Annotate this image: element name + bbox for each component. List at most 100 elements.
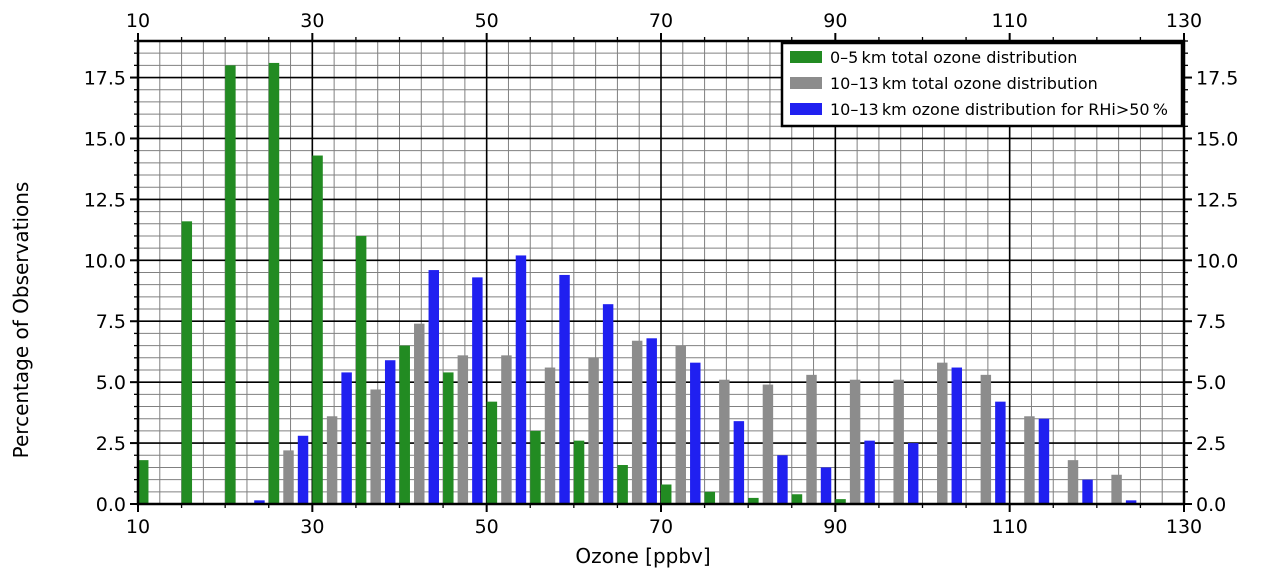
legend-swatch-2 [790,77,822,89]
bar-series-2 [1067,460,1079,504]
bar-series-2 [1111,474,1122,504]
bar-series-3 [733,421,745,504]
x-tick-label-top: 90 [823,10,847,32]
bar-series-3 [515,255,527,504]
legend-swatch-1 [790,51,822,63]
legend-label-3: 10–13 km ozone distribution for RHi>50 % [830,100,1168,119]
bar-series-2 [588,357,599,504]
bar-series-2 [457,355,469,504]
bar-series-3 [1082,479,1093,504]
bar-series-2 [631,340,643,504]
x-tick-label-top: 110 [992,10,1028,32]
bar-series-2 [893,379,904,504]
legend-label-2: 10–13 km total ozone distribution [830,74,1098,93]
bar-series-1 [835,499,846,504]
bar-series-2 [414,323,425,504]
bar-series-3 [646,338,657,504]
y-tick-label-left: 2.5 [96,433,126,455]
bar-series-1 [312,155,323,504]
bar-series-2 [849,379,861,504]
bar-series-1 [617,465,628,504]
bar-series-3 [864,440,875,504]
bar-series-3 [254,500,265,504]
bar-series-1 [573,440,585,504]
x-tick-label-top: 70 [649,10,673,32]
bar-series-2 [719,379,730,504]
bar-series-2 [937,362,948,504]
bar-series-2 [370,389,381,504]
x-tick-label-bottom: 10 [126,516,150,538]
x-tick-label-top: 130 [1166,10,1202,32]
bar-series-1 [268,62,280,504]
y-tick-label-right: 10.0 [1196,250,1238,272]
bar-series-2 [1024,416,1035,504]
y-tick-label-left: 0.0 [96,494,126,516]
bar-series-3 [820,467,832,504]
bar-series-1 [791,494,803,504]
y-tick-label-right: 0.0 [1196,494,1226,516]
bar-series-2 [544,367,556,504]
y-tick-label-right: 12.5 [1196,189,1238,211]
x-tick-label-top: 50 [475,10,499,32]
bar-series-3 [428,270,440,504]
y-tick-label-right: 5.0 [1196,372,1226,394]
bar-series-1 [530,430,541,504]
y-tick-label-right: 7.5 [1196,311,1226,333]
bar-series-3 [907,443,919,504]
y-tick-label-right: 2.5 [1196,433,1226,455]
bar-series-3 [995,401,1006,504]
bar-series-1 [443,372,454,504]
x-tick-label-bottom: 110 [992,516,1028,538]
bar-series-3 [951,367,963,504]
bar-series-1 [661,484,672,504]
x-tick-label-top: 30 [300,10,324,32]
x-axis-title: Ozone [ppbv] [575,544,710,568]
bar-series-1 [181,221,193,505]
legend-label-1: 0–5 km total ozone distribution [830,48,1077,67]
y-tick-label-left: 17.5 [84,68,126,90]
y-tick-label-left: 12.5 [84,189,126,211]
x-tick-label-top: 10 [126,10,150,32]
y-axis-title: Percentage of Observations [9,182,33,459]
bar-series-2 [283,450,294,504]
bar-series-2 [675,345,686,504]
x-tick-label-bottom: 30 [300,516,324,538]
legend: 0–5 km total ozone distribution 10–13 km … [780,41,1184,128]
bar-series-1 [355,235,367,504]
bar-series-2 [501,355,512,504]
y-tick-label-left: 15.0 [84,128,126,150]
bar-series-3 [559,274,570,504]
bar-series-1 [748,497,759,504]
x-tick-label-bottom: 130 [1166,516,1202,538]
bar-series-2 [806,374,817,504]
legend-box [780,41,1184,128]
x-tick-label-bottom: 50 [475,516,499,538]
bar-series-3 [777,455,788,504]
y-tick-label-left: 10.0 [84,250,126,272]
bar-series-2 [326,416,338,504]
bar-series-3 [384,360,396,504]
y-tick-label-left: 7.5 [96,311,126,333]
bar-series-2 [762,384,774,504]
y-tick-label-left: 5.0 [96,372,126,394]
bar-series-1 [399,345,410,504]
bar-series-1 [225,65,236,505]
bar-series-1 [138,460,149,504]
bar-series-3 [602,304,614,504]
x-tick-label-bottom: 90 [823,516,847,538]
legend-swatch-3 [790,103,822,115]
bar-series-3 [472,277,483,504]
bar-series-3 [341,372,352,504]
bar-series-3 [297,435,309,504]
bar-series-3 [1038,418,1050,504]
bar-series-3 [1125,500,1137,504]
bar-series-1 [486,401,498,504]
bar-series-2 [980,374,992,504]
y-tick-label-right: 15.0 [1196,128,1238,150]
bar-series-1 [704,491,716,504]
bars [138,62,1137,505]
bar-series-3 [690,362,701,504]
y-tick-label-right: 17.5 [1196,68,1238,90]
